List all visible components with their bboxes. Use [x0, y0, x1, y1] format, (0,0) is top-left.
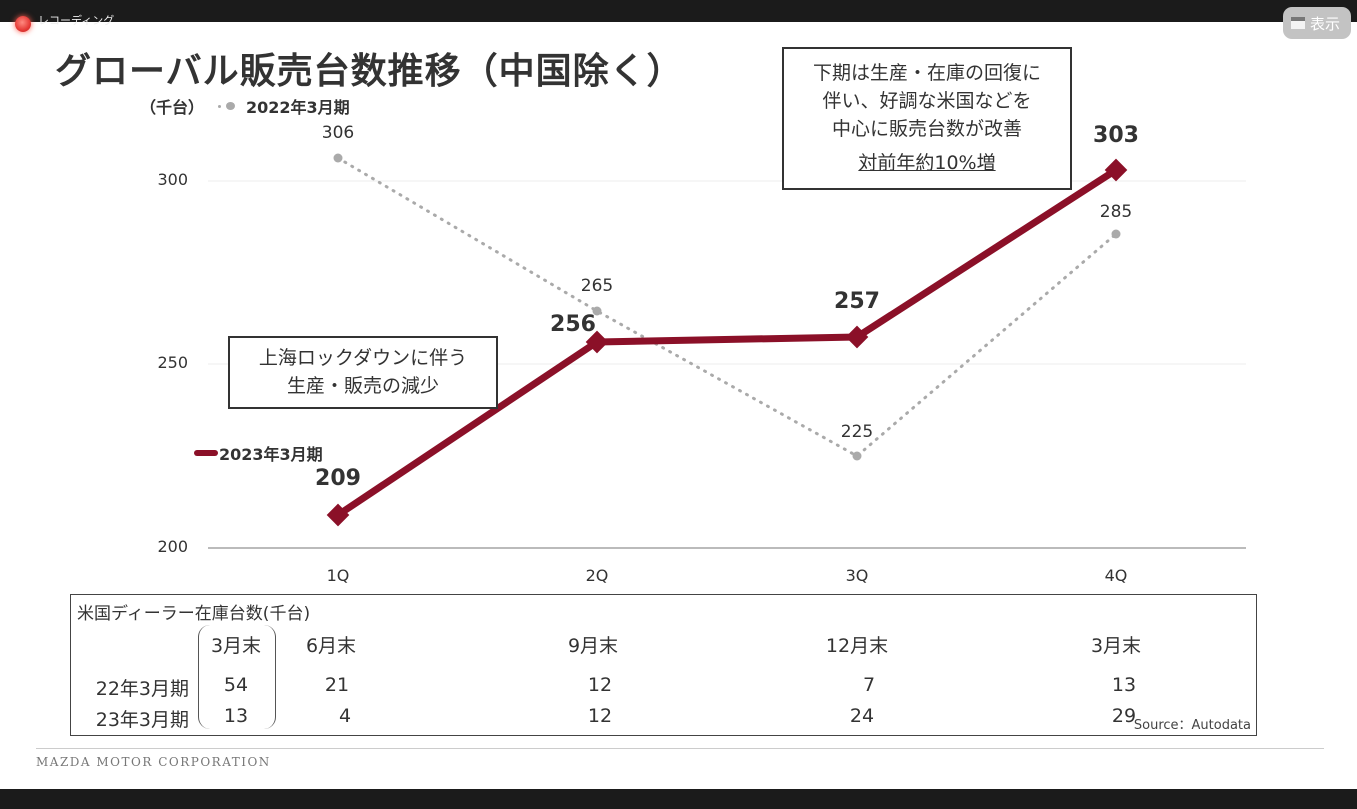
recording-icon[interactable] [15, 16, 31, 32]
view-button[interactable]: 表示 [1283, 7, 1351, 39]
callout-lockdown: 上海ロックダウンに伴う 生産・販売の減少 [228, 336, 498, 409]
recording-label: レコーディング [38, 14, 115, 27]
data-label-fy22-4q: 285 [1099, 202, 1133, 222]
col-header: 12月末 [825, 635, 889, 657]
table-cell: 4 [338, 705, 352, 727]
inventory-table: 米国ディーラー在庫台数(千台) 3月末 6月末 9月末 12月末 3月末 22年… [70, 594, 1257, 736]
x-tick-4q: 4Q [1104, 566, 1128, 585]
table-cell: 12 [587, 674, 613, 696]
y-tick-300: 300 [157, 170, 188, 189]
company-footer: MAZDA MOTOR CORPORATION [36, 755, 271, 769]
series-fy23-line [336, 167, 1118, 518]
legend-fy23-label: 2023年3月期 [219, 445, 323, 464]
bracket-highlight [198, 625, 276, 729]
callout-recovery-line3: 中心に販売台数が改善 [831, 118, 1022, 140]
solid-line-marker-icon [194, 450, 218, 456]
dotted-line-marker-icon [218, 101, 240, 111]
page-title: グローバル販売台数推移（中国除く） [55, 51, 684, 92]
footer-divider [36, 748, 1324, 749]
table-cell: 54 [223, 674, 249, 696]
legend-fy22: 2022年3月期 [218, 94, 350, 118]
table-cell: 24 [849, 705, 875, 727]
table-cell: 29 [1111, 705, 1137, 727]
y-tick-200: 200 [157, 537, 188, 556]
data-label-fy22-1q: 306 [321, 123, 355, 143]
table-cell: 13 [1111, 674, 1137, 696]
data-label-fy23-1q: 209 [315, 466, 361, 491]
slide: グローバル販売台数推移（中国除く） （千台） 2022年3月期 300 250 … [0, 22, 1357, 789]
top-bar [0, 0, 1357, 22]
table-cell: 7 [862, 674, 876, 696]
callout-recovery-line2: 伴い、好調な米国などを [822, 90, 1032, 112]
row-label: 22年3月期 [95, 678, 189, 700]
data-label-fy22-3q: 225 [840, 422, 874, 442]
callout-recovery-line1: 下期は生産・在庫の回復に [812, 62, 1041, 84]
bottom-bar [0, 789, 1357, 809]
x-tick-1q: 1Q [326, 566, 350, 585]
y-axis-unit: （千台） [140, 98, 205, 117]
inventory-table-caption: 米国ディーラー在庫台数(千台) [77, 604, 311, 624]
x-tick-2q: 2Q [585, 566, 609, 585]
table-cell: 12 [587, 705, 613, 727]
col-header: 9月末 [567, 635, 619, 657]
y-tick-250: 250 [157, 353, 188, 372]
callout-lockdown-line1: 上海ロックダウンに伴う [258, 347, 468, 369]
col-header: 3月末 [210, 635, 262, 657]
x-tick-3q: 3Q [845, 566, 869, 585]
callout-recovery-highlight: 対前年約10%増 [858, 152, 996, 174]
data-label-fy23-3q: 257 [834, 289, 880, 314]
col-header: 3月末 [1090, 635, 1142, 657]
source-note: Source：Autodata [1133, 718, 1251, 733]
grid-icon [1291, 17, 1305, 29]
legend-fy23: 2023年3月期 [194, 441, 323, 465]
data-label-fy23-2q: 256 [550, 312, 596, 337]
legend-fy22-label: 2022年3月期 [246, 98, 350, 117]
view-button-label: 表示 [1310, 14, 1341, 33]
callout-lockdown-line2: 生産・販売の減少 [286, 375, 439, 397]
col-header: 6月末 [305, 635, 357, 657]
line-chart [208, 153, 1246, 549]
callout-recovery: 下期は生産・在庫の回復に 伴い、好調な米国などを 中心に販売台数が改善 対前年約… [782, 47, 1072, 190]
table-cell: 21 [324, 674, 350, 696]
data-label-fy22-2q: 265 [580, 276, 614, 296]
table-cell: 13 [223, 705, 249, 727]
row-label: 23年3月期 [95, 709, 189, 731]
data-label-fy23-4q: 303 [1093, 123, 1139, 148]
series-fy22-line [336, 156, 1118, 458]
